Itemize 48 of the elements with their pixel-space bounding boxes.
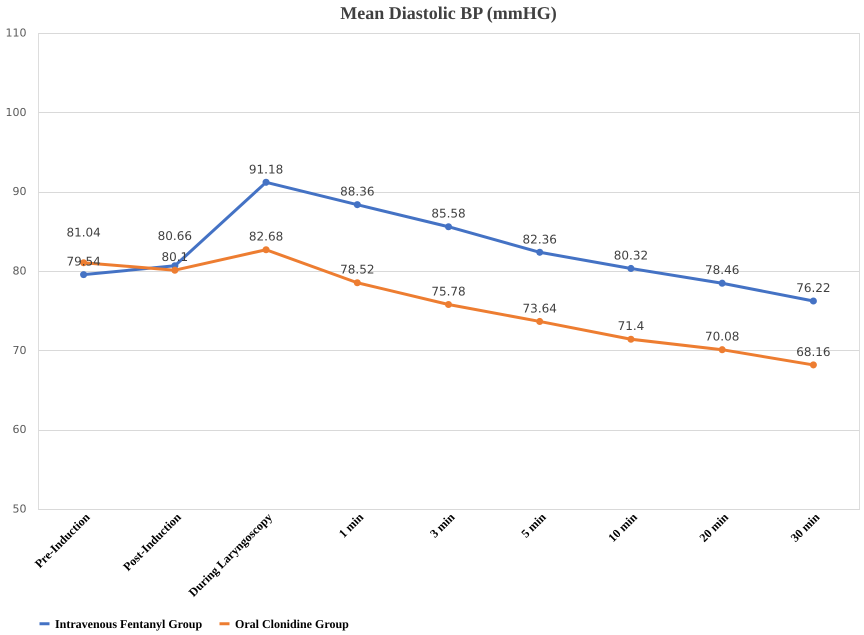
y-tick-label: 90 xyxy=(12,185,26,198)
data-label: 80.32 xyxy=(614,248,648,262)
point xyxy=(444,300,452,308)
data-label: 78.46 xyxy=(704,263,740,278)
point xyxy=(536,318,544,325)
legend-label: Intravenous Fentanyl Group xyxy=(55,616,202,631)
data-label: 70.08 xyxy=(704,330,740,344)
y-tick-label: 50 xyxy=(12,502,26,516)
point xyxy=(627,336,634,343)
point xyxy=(536,248,544,256)
data-label: 68.16 xyxy=(796,344,831,359)
y-tick-label: 70 xyxy=(12,344,26,357)
y-tick-label: 80 xyxy=(12,264,26,278)
x-tick-label: 1 min xyxy=(336,510,366,540)
x-tick-label: 30 min xyxy=(788,510,823,545)
point xyxy=(262,178,270,186)
point xyxy=(718,346,726,354)
data-label: 75.78 xyxy=(431,284,466,298)
data-label: 85.58 xyxy=(431,206,466,221)
x-tick-label: 20 min xyxy=(696,510,732,545)
point xyxy=(444,223,452,230)
point xyxy=(810,361,817,368)
point xyxy=(810,297,817,305)
point xyxy=(262,246,270,254)
point xyxy=(171,266,178,274)
x-tick-label: 10 min xyxy=(605,510,640,545)
chart-title: Mean Diastolic BP (mmHG) xyxy=(340,3,557,23)
x-tick-label: 5 min xyxy=(518,510,549,540)
x-tick-label: 3 min xyxy=(427,510,458,540)
point xyxy=(354,201,361,208)
data-label: 88.36 xyxy=(340,184,374,199)
y-tick-label: 110 xyxy=(6,26,26,40)
point xyxy=(80,271,88,278)
point xyxy=(718,280,726,287)
point xyxy=(627,264,634,272)
data-label: 76.22 xyxy=(796,280,831,295)
data-label: 80.66 xyxy=(158,228,192,243)
y-tick-label: 100 xyxy=(6,106,26,119)
data-label: 82.36 xyxy=(522,232,557,246)
y-tick-label: 60 xyxy=(12,423,26,436)
point xyxy=(354,279,361,286)
data-label: 78.52 xyxy=(340,262,374,277)
data-label: 91.18 xyxy=(248,162,284,176)
data-label: 73.64 xyxy=(522,301,557,316)
legend-label: Oral Clonidine Group xyxy=(235,616,350,631)
data-label: 82.68 xyxy=(248,230,284,244)
data-label: 71.4 xyxy=(618,319,644,334)
data-label: 81.04 xyxy=(66,226,101,240)
